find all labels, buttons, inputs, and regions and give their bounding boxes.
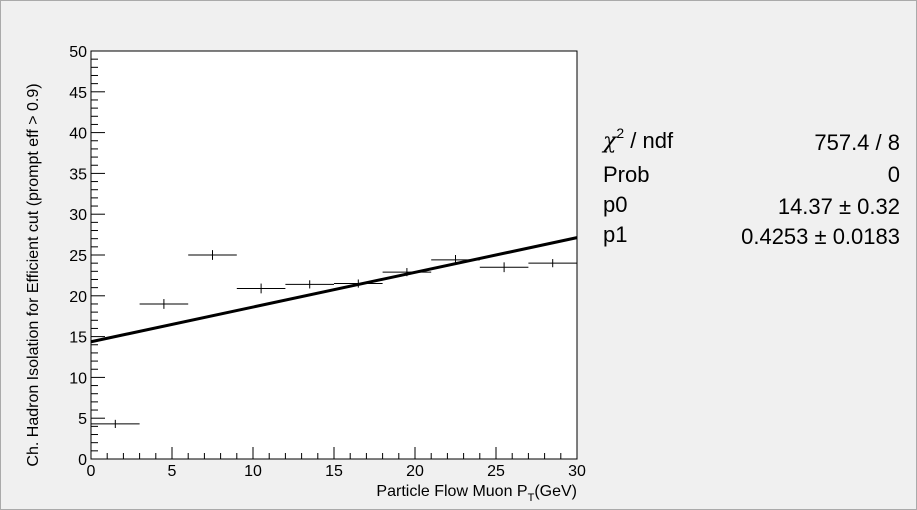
x-tick-label: 25	[487, 463, 505, 480]
data-point	[139, 299, 189, 309]
y-tick-label: 30	[69, 207, 87, 224]
y-tick-label: 0	[78, 452, 87, 469]
x-tick-label: 30	[568, 463, 586, 480]
x-axis-label: Particle Flow Muon PT(GeV)	[376, 483, 577, 504]
y-tick-label: 5	[78, 411, 87, 428]
data-point	[188, 250, 237, 260]
stats-p0-value: 14.37 ± 0.32	[778, 194, 900, 219]
data-point	[479, 262, 529, 273]
stats-p0-label: p0	[603, 192, 627, 217]
x-tick-label: 10	[244, 463, 262, 480]
x-tick-label: 5	[168, 463, 177, 480]
plot-area	[90, 50, 578, 460]
stats-prob-value: 0	[888, 162, 900, 187]
data-point	[91, 419, 140, 428]
data-point	[285, 280, 334, 289]
fit-line	[90, 236, 578, 344]
y-tick-label: 45	[69, 85, 87, 102]
y-tick-label: 25	[69, 248, 87, 265]
x-tick-label: 0	[87, 463, 96, 480]
stats-p1-value: 0.4253 ± 0.0183	[741, 224, 900, 249]
x-tick-label: 20	[406, 463, 424, 480]
y-tick-label: 15	[69, 330, 87, 347]
y-tick-label: 10	[69, 370, 87, 387]
y-tick-label: 35	[69, 166, 87, 183]
y-tick-label: 20	[69, 289, 87, 306]
x-tick-label: 15	[325, 463, 343, 480]
y-axis-label: Ch. Hadron Isolation for Efficient cut (…	[25, 83, 42, 466]
data-points	[91, 250, 577, 428]
fit-line-group	[90, 236, 578, 344]
y-axis: 0 5 10 15 20 25 30 35 40 45 50	[69, 44, 105, 469]
x-axis: 0 5 10 15 20 25 30	[87, 447, 586, 480]
stats-box: χ2 / ndf 757.4 / 8 Prob 0 p0 14.37 ± 0.3…	[601, 125, 900, 249]
stats-chi2-label: χ2 / ndf	[601, 125, 674, 154]
stats-prob-label: Prob	[603, 162, 649, 187]
stats-chi2-value: 757.4 / 8	[814, 130, 900, 155]
stats-p1-label: p1	[603, 222, 627, 247]
data-point	[236, 283, 286, 294]
y-tick-label: 40	[69, 126, 87, 143]
y-tick-label: 50	[69, 44, 87, 61]
data-point	[528, 259, 577, 268]
